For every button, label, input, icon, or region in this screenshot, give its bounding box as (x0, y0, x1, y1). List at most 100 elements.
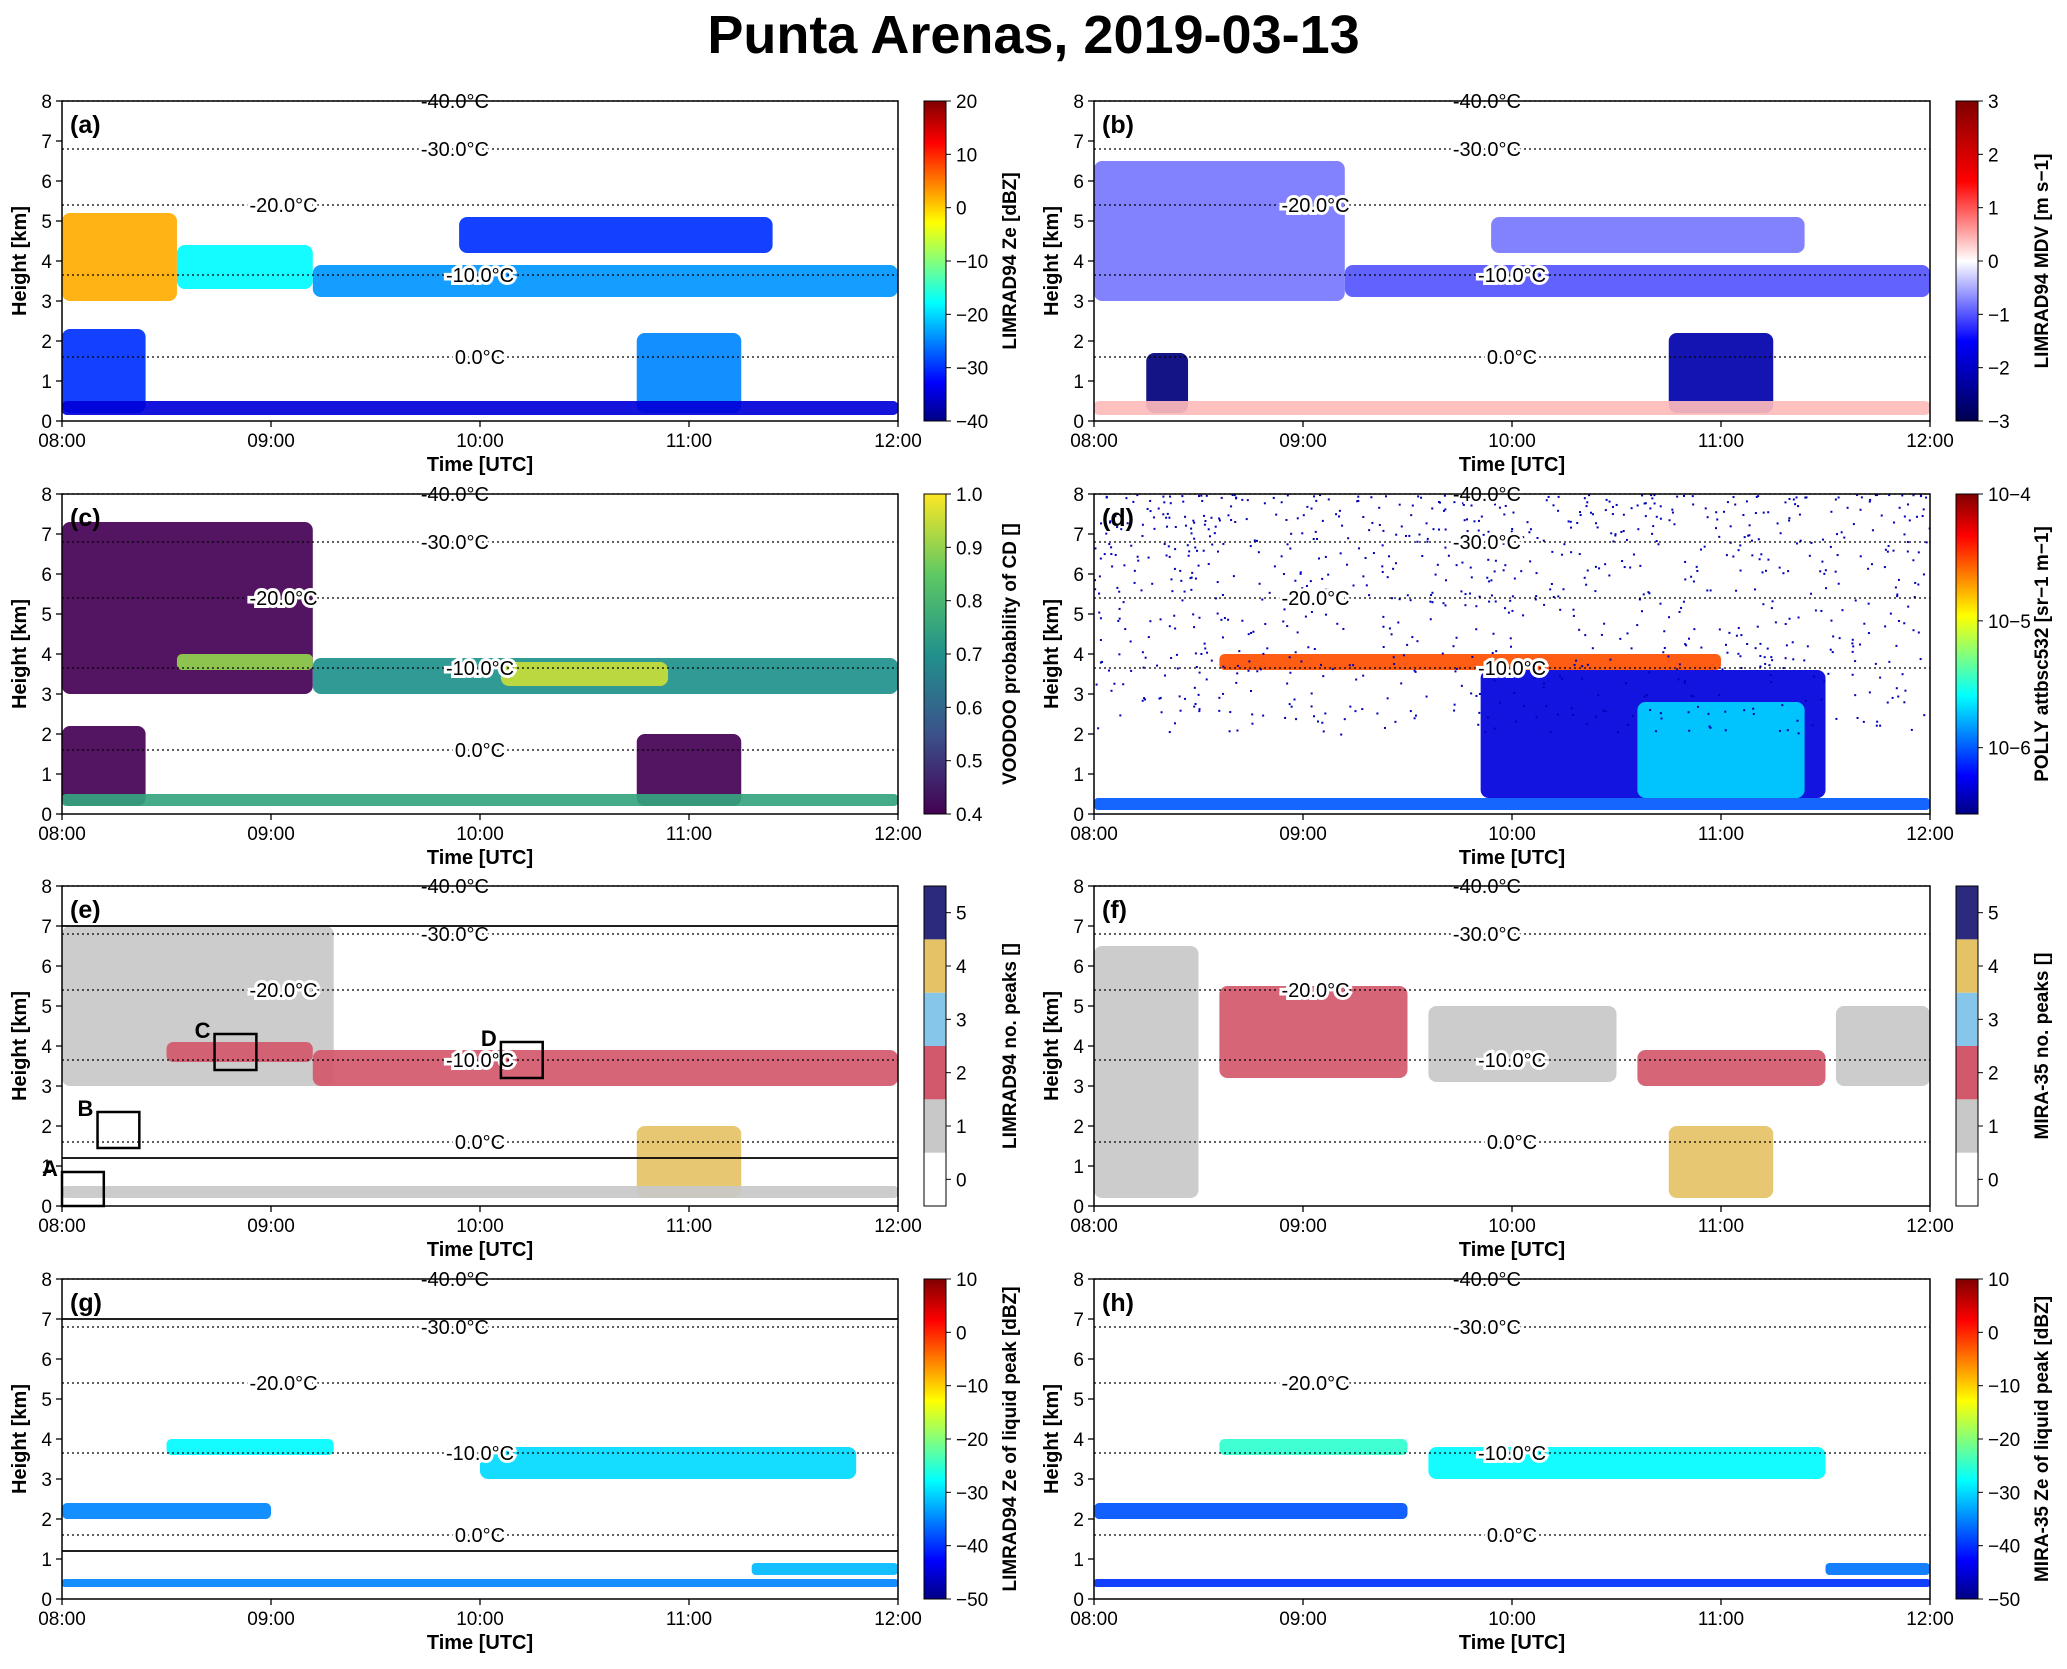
colorbar-segment (1956, 1152, 1978, 1206)
colorbar-tick-label: −10 (1988, 1377, 2020, 1398)
y-tick-label: 2 (1073, 1510, 1084, 1531)
y-axis-label: Height [km] (9, 599, 31, 709)
colorbar-tick-label: −50 (1988, 1590, 2020, 1611)
x-tick-label: 10:00 (456, 1609, 504, 1630)
data-region (1637, 702, 1805, 798)
colorbar-frame (1955, 493, 1979, 815)
y-tick-label: 5 (1073, 1390, 1084, 1411)
colorbar (924, 494, 946, 814)
colorbar-tick-label: 0.4 (956, 805, 983, 826)
x-tick-label: 12:00 (874, 1216, 922, 1237)
data-layer (62, 522, 898, 806)
y-axis-label: Height [km] (9, 206, 31, 316)
colorbar-tick-label: 1 (956, 1117, 967, 1138)
y-axis-label: Height [km] (9, 1384, 31, 1494)
isotherm-label: -40.0°C (421, 91, 489, 113)
x-tick-label: 10:00 (456, 824, 504, 845)
colorbar-tick-label: 0.8 (956, 592, 982, 613)
colorbar-tick-label: 10 (956, 145, 977, 166)
y-tick-label: 6 (1073, 1350, 1084, 1371)
colorbar-tick-label: 1 (1988, 199, 1999, 220)
colorbar-tick-label: −50 (956, 1590, 988, 1611)
x-tick-label: 09:00 (247, 431, 295, 452)
colorbar-tick-label: −30 (1988, 1483, 2020, 1504)
y-tick-label: 1 (1073, 1550, 1084, 1571)
data-layer (1094, 946, 1930, 1198)
box-label: B (78, 1096, 94, 1121)
x-axis-label: Time [UTC] (427, 847, 533, 869)
y-tick-label: 6 (41, 172, 52, 193)
isotherm-label: 0.0°C (1487, 347, 1537, 369)
isotherm-label: -30.0°C (1453, 139, 1521, 161)
y-tick-label: 6 (1073, 565, 1084, 586)
colorbar-tick-label: 10−6 (1988, 739, 2031, 760)
data-region (1428, 1447, 1826, 1479)
x-tick-label: 12:00 (1906, 824, 1954, 845)
colorbar-tick-label: 1 (1988, 1117, 1999, 1138)
y-tick-label: 0 (41, 1197, 52, 1218)
panel-c: -40.0°C -30.0°C -20.0°C -10.0°C 0.0°C (c) 0 1 2 3… (9, 481, 1021, 869)
colorbar-tick-label: −20 (956, 1430, 988, 1451)
y-tick-label: 3 (41, 292, 52, 313)
colorbar-tick-label: −40 (1988, 1537, 2020, 1558)
x-tick-label: 10:00 (1488, 824, 1536, 845)
x-tick-label: 11:00 (1698, 1609, 1744, 1630)
data-region (1825, 1563, 1930, 1575)
panel-label: (c) (70, 504, 101, 532)
x-tick-label: 11:00 (666, 431, 712, 452)
x-tick-label: 09:00 (1279, 431, 1327, 452)
x-tick-label: 08:00 (1070, 824, 1118, 845)
x-tick-label: 11:00 (666, 824, 712, 845)
data-region (500, 662, 669, 686)
x-tick-label: 09:00 (1279, 1216, 1327, 1237)
isotherm-label: 0.0°C (455, 1525, 505, 1547)
y-tick-label: 3 (1073, 292, 1084, 313)
data-region (1637, 1050, 1826, 1086)
data-region (1094, 1579, 1930, 1587)
x-tick-label: 09:00 (247, 1609, 295, 1630)
data-region (62, 213, 177, 301)
y-tick-label: 8 (1073, 877, 1084, 898)
data-region (1491, 217, 1805, 253)
colorbar (924, 101, 946, 421)
y-tick-label: 1 (41, 1157, 52, 1178)
x-tick-label: 08:00 (38, 824, 86, 845)
data-region (176, 245, 313, 289)
isotherm-label: 0.0°C (455, 740, 505, 762)
x-axis-label: Time [UTC] (427, 1239, 533, 1261)
isotherm-label: -30.0°C (421, 1317, 489, 1339)
colorbar-tick-label: 10 (956, 1270, 977, 1291)
panel-label: (e) (70, 896, 101, 924)
data-region (459, 217, 773, 253)
isotherm-label: -20.0°C (250, 195, 318, 217)
y-tick-label: 5 (1073, 997, 1084, 1018)
colorbar-segment (924, 1099, 946, 1153)
y-tick-label: 5 (1073, 605, 1084, 626)
y-axis-label: Height [km] (1041, 206, 1063, 316)
x-tick-label: 11:00 (666, 1216, 712, 1237)
x-axis-label: Time [UTC] (1459, 454, 1565, 476)
y-tick-label: 2 (1073, 332, 1084, 353)
y-tick-label: 5 (41, 1390, 52, 1411)
colorbar-tick-label: −3 (1988, 412, 2010, 433)
x-tick-label: 08:00 (1070, 1609, 1118, 1630)
colorbar-tick-label: 2 (1988, 145, 1999, 166)
isotherm-label: -40.0°C (1453, 876, 1521, 898)
data-region (1094, 946, 1199, 1198)
isotherm-label: 0.0°C (1487, 1525, 1537, 1547)
y-tick-label: 7 (1073, 917, 1084, 938)
colorbar-segment (1956, 886, 1978, 940)
y-tick-label: 1 (1073, 372, 1084, 393)
y-axis-label: Height [km] (1041, 599, 1063, 709)
data-region (312, 1050, 898, 1086)
x-axis-label: Time [UTC] (427, 454, 533, 476)
colorbar-segment (924, 886, 946, 940)
box-label: C (195, 1018, 211, 1043)
isotherm-label: 0.0°C (1487, 1132, 1537, 1154)
isotherm-label: -20.0°C (1282, 588, 1350, 610)
colorbar-tick-label: −20 (956, 305, 988, 326)
panel-label: (g) (70, 1289, 102, 1317)
colorbar-tick-label: 10−5 (1988, 612, 2031, 633)
data-layer (1094, 494, 1930, 810)
y-tick-label: 2 (1073, 1117, 1084, 1138)
